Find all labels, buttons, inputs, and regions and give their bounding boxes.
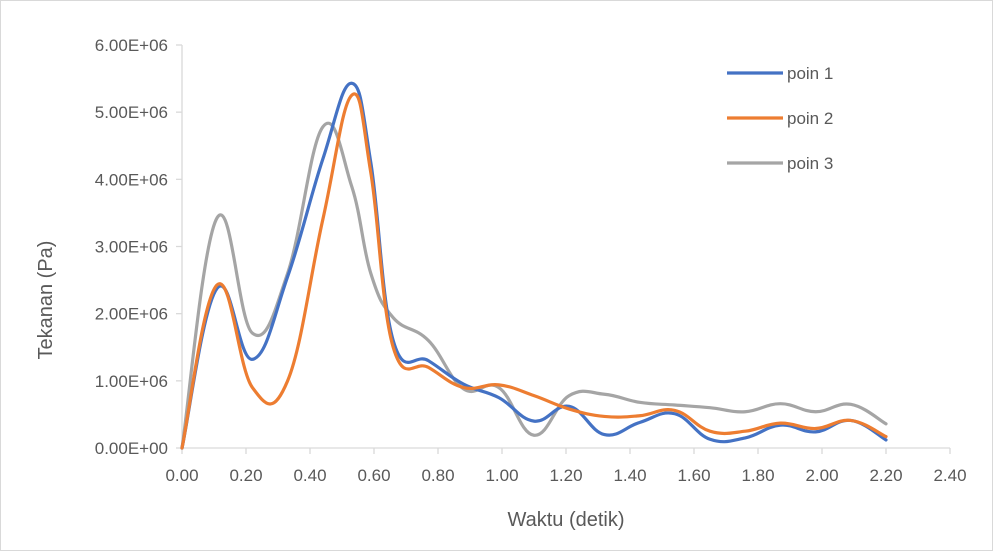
legend-label: poin 2 bbox=[787, 109, 833, 128]
x-tick-label: 1.00 bbox=[485, 466, 518, 485]
y-tick-label: 3.00E+06 bbox=[95, 238, 168, 257]
x-axis-title: Waktu (detik) bbox=[507, 509, 624, 531]
x-tick-label: 0.60 bbox=[357, 466, 390, 485]
legend-label: poin 3 bbox=[787, 154, 833, 173]
y-axis-title: Tekanan (Pa) bbox=[35, 241, 57, 360]
legend: poin 1 poin 2 poin 3 bbox=[727, 64, 833, 173]
x-tick-label: 1.60 bbox=[677, 466, 710, 485]
x-tick-label: 0.20 bbox=[229, 466, 262, 485]
y-tick-label: 2.00E+06 bbox=[95, 305, 168, 324]
x-tick-label: 0.80 bbox=[421, 466, 454, 485]
series-line-poin-1 bbox=[180, 81, 888, 450]
y-tick-label: 5.00E+06 bbox=[95, 103, 168, 122]
chart-axes bbox=[176, 44, 951, 454]
legend-label: poin 1 bbox=[787, 64, 833, 83]
x-tick-label: 0.00 bbox=[165, 466, 198, 485]
x-tick-label: 1.80 bbox=[741, 466, 774, 485]
series-line-poin-3 bbox=[180, 121, 888, 450]
y-tick-labels: 0.00E+00 1.00E+06 2.00E+06 3.00E+06 4.00E+06… bbox=[95, 36, 168, 458]
x-tick-label: 2.00 bbox=[805, 466, 838, 485]
x-tick-label: 2.40 bbox=[933, 466, 966, 485]
series-line-poin-2 bbox=[180, 92, 888, 450]
x-tick-label: 1.20 bbox=[549, 466, 582, 485]
series-layer bbox=[180, 81, 888, 450]
x-tick-label: 0.40 bbox=[293, 466, 326, 485]
y-tick-label: 1.00E+06 bbox=[95, 372, 168, 391]
x-tick-labels: 0.00 0.20 0.40 0.60 0.80 1.00 1.20 1.40 1.60 1.80… bbox=[165, 466, 966, 485]
x-tick-label: 1.40 bbox=[613, 466, 646, 485]
y-tick-label: 0.00E+00 bbox=[95, 439, 168, 458]
y-tick-label: 4.00E+06 bbox=[95, 170, 168, 189]
y-tick-label: 6.00E+06 bbox=[95, 36, 168, 55]
x-tick-label: 2.20 bbox=[869, 466, 902, 485]
